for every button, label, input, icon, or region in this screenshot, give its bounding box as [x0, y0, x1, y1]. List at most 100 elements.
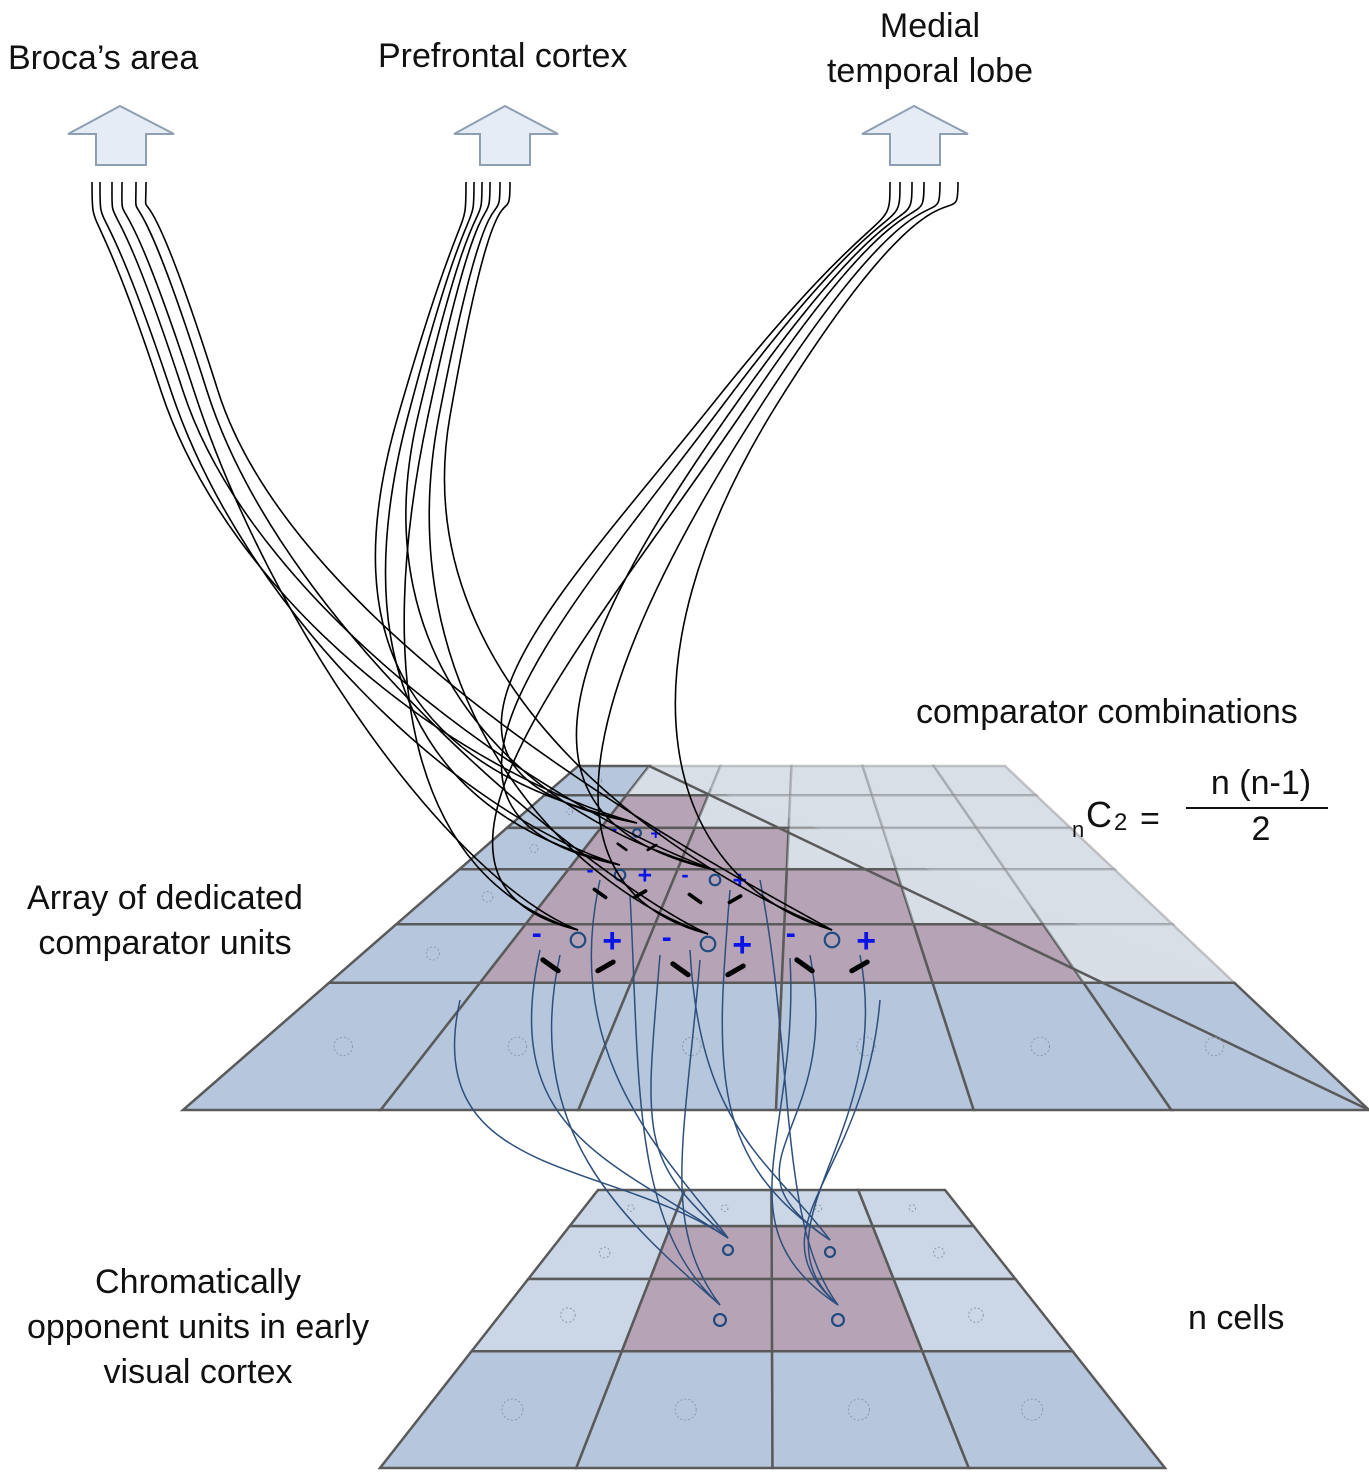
upper-cell-icon — [529, 844, 539, 854]
lower-cell-icon — [560, 1307, 576, 1323]
comparator-neuron-icon-nucleus — [569, 931, 587, 949]
upper-grid-cell — [783, 867, 916, 926]
plus-sign: + — [602, 922, 622, 960]
axon-line — [597, 181, 941, 935]
array-label-line-1: Array of dedicated — [27, 879, 303, 917]
axon-line — [428, 181, 709, 935]
lower-cell-icon-nucleus — [847, 1398, 870, 1421]
lower-cell-icon-nucleus — [814, 1204, 823, 1212]
lower-cell-icon — [908, 1204, 917, 1212]
axon-bundles — [91, 181, 959, 935]
lower-cell-icon — [598, 1246, 611, 1259]
lower-cell-icon-nucleus — [908, 1204, 917, 1212]
dendrite-bar — [540, 957, 561, 974]
connection-line — [550, 954, 721, 1306]
comparator-neuron-icon — [712, 1312, 728, 1328]
minus-sign: - — [681, 862, 688, 887]
comparator-units: - +- + - +- + - + - + — [532, 821, 876, 1328]
axon-line — [500, 181, 891, 824]
lower-cell-icon-nucleus — [968, 1307, 984, 1323]
formula-numerator: n (n-1) — [1210, 764, 1312, 802]
axon-line — [403, 181, 579, 931]
lower-cell-icon-nucleus — [720, 1204, 729, 1212]
lower-cell-icon — [1021, 1398, 1044, 1421]
broca-arrow-icon — [67, 104, 175, 166]
upper-cell-icon-nucleus — [1030, 1036, 1051, 1057]
blue-connections — [453, 879, 881, 1306]
comparator-neuron-icon-nucleus — [823, 1245, 837, 1259]
lower-cell-icon — [720, 1204, 729, 1212]
dendrite-bar — [670, 961, 691, 978]
upper-cell-icon — [507, 1036, 528, 1057]
n-cells-label: n cells — [1188, 1299, 1285, 1337]
axon-line — [674, 181, 959, 931]
chromatic-label-line-3: visual cortex — [103, 1353, 293, 1391]
upper-grid-cell — [1081, 981, 1369, 1112]
minus-sign: - — [532, 917, 542, 950]
axon-line — [491, 181, 925, 931]
axon-line — [111, 181, 716, 871]
comparator-neuron-icon-nucleus — [823, 931, 841, 949]
lower-cell-icon — [933, 1246, 945, 1259]
lower-cell-icon-nucleus — [598, 1246, 611, 1259]
axon-line — [121, 181, 579, 931]
dendrite-bar — [592, 887, 608, 900]
upper-cell-icon — [425, 946, 440, 961]
prefrontal-label: Prefrontal cortex — [378, 37, 628, 75]
dendrite-bar — [727, 894, 743, 905]
connection-line — [807, 954, 867, 1306]
lower-cell-icon — [968, 1307, 984, 1323]
dendrite-bar — [794, 957, 815, 974]
dendrite-bar — [849, 959, 870, 974]
chromatic-label: Chromatically opponent units in early vi… — [0, 1260, 396, 1395]
upper-cell-icon-nucleus — [856, 1036, 876, 1057]
connection-line — [778, 954, 831, 1241]
plus-sign: + — [732, 926, 752, 964]
lower-cell-icon — [814, 1204, 823, 1212]
upper-cell-icon-nucleus — [529, 844, 539, 854]
upper-cell-icon-nucleus — [566, 808, 574, 816]
connection-line — [689, 949, 831, 1241]
dendrite-bar — [725, 963, 746, 978]
comparator-neuron-icon — [721, 1243, 735, 1257]
connection-line — [530, 949, 729, 1239]
axon-line — [99, 181, 621, 866]
comparator-neuron-icon — [823, 1245, 837, 1259]
lower-cell-icon — [501, 1398, 524, 1421]
formula-subscript-n: n — [1072, 817, 1085, 842]
minus-sign: - — [786, 917, 796, 950]
upper-grid — [179, 764, 1369, 1112]
axon-line — [144, 181, 833, 931]
upper-cell-icon — [1030, 1036, 1051, 1057]
axon-line — [91, 181, 638, 824]
broca-label: Broca’s area — [8, 39, 199, 77]
minus-sign: - — [662, 921, 672, 954]
connection-line — [771, 957, 839, 1306]
minus-sign: - — [612, 821, 617, 839]
lower-cell-icon-nucleus — [626, 1204, 635, 1212]
upper-cell-icon — [681, 1036, 702, 1057]
lower-cell-icon — [626, 1204, 635, 1212]
axon-line — [134, 181, 709, 935]
connection-line — [759, 879, 839, 1306]
connection-line — [629, 894, 721, 1306]
comparator-combinations-label: comparator combinations — [916, 693, 1298, 731]
upper-cell-icon — [1204, 1036, 1225, 1057]
dendrite-bar — [616, 842, 628, 852]
comparator-neuron-icon — [830, 1312, 846, 1328]
plus-sign: + — [856, 922, 876, 960]
chromatic-label-line-2: opponent units in early — [26, 1308, 370, 1346]
array-label: Array of dedicated comparator units — [0, 876, 330, 966]
upper-cell-icon-nucleus — [681, 1036, 702, 1057]
formula-symbol: C — [1086, 794, 1112, 835]
upper-cell-icon — [566, 808, 574, 816]
comparator-neuron-icon — [699, 935, 717, 953]
lower-grid-cell — [648, 1224, 774, 1281]
minus-sign: - — [586, 857, 593, 882]
triangle-diagonal — [648, 764, 1369, 1112]
axon-line — [575, 181, 913, 871]
dendrite-bar — [687, 892, 703, 905]
connection-line — [650, 954, 729, 1239]
mtl-label-line-2: temporal lobe — [826, 52, 1033, 90]
